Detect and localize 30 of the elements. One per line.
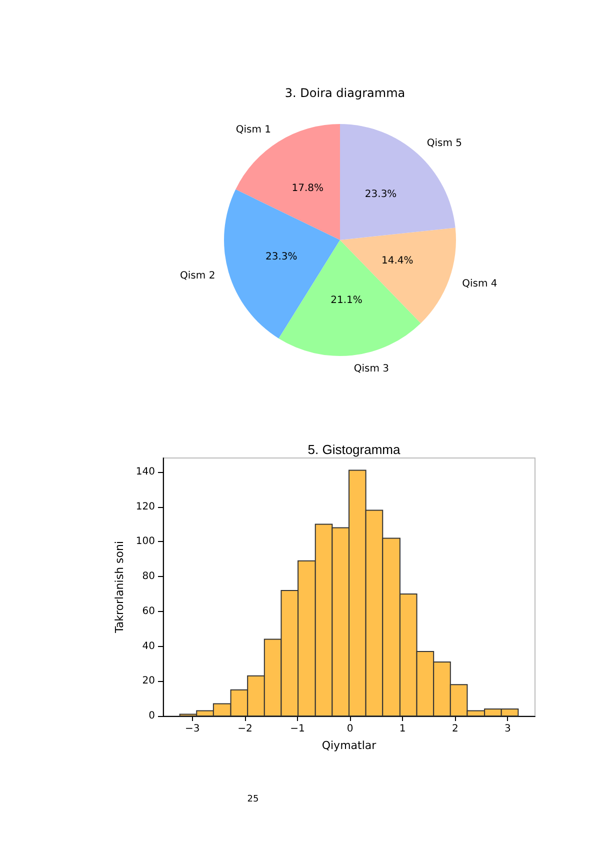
data-label: 21.1% — [330, 295, 362, 306]
text: 25 — [247, 794, 259, 804]
slice-label: Qism 5 — [426, 138, 462, 149]
chart-title: 5. Gistogramma — [308, 442, 401, 457]
y-tick-label: 40 — [142, 640, 155, 652]
y-tick-label: 20 — [142, 676, 155, 687]
y-tick-label: 100 — [136, 536, 155, 548]
slice-label: Qism 1 — [236, 124, 272, 136]
y-tick-label: 60 — [142, 606, 155, 617]
x-tick-label: −1 — [290, 724, 305, 734]
slice-label: Qism 2 — [180, 270, 216, 282]
y-tick-label: 0 — [148, 710, 155, 722]
x-tick-label: 1 — [399, 724, 406, 734]
y-tick-label: 120 — [136, 501, 155, 512]
y-axis-title: Takrorlanish soni — [113, 540, 126, 634]
y-tick-label: 80 — [142, 571, 155, 582]
data-label: 14.4% — [381, 255, 414, 266]
chart-title: 3. Doira diagramma — [284, 86, 406, 100]
data-label: 23.3% — [364, 189, 397, 200]
x-tick-label: −3 — [185, 724, 200, 734]
x-tick-label: −2 — [238, 724, 252, 734]
x-tick-label: 3 — [504, 724, 511, 734]
slice-label: Qism 3 — [354, 364, 390, 375]
slice-label: Qism 4 — [462, 278, 498, 290]
data-label: 23.3% — [266, 251, 298, 262]
data-label: 17.8% — [292, 182, 324, 194]
x-tick-label: 0 — [346, 724, 354, 734]
y-tick-label: 140 — [136, 466, 155, 478]
x-axis-title: Qiymatlar — [322, 739, 377, 752]
x-tick-label: 2 — [452, 724, 458, 734]
